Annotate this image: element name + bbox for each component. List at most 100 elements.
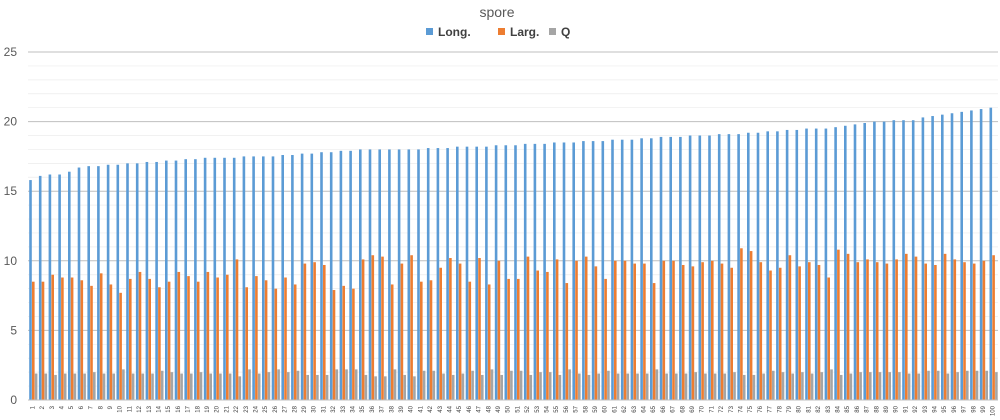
x-tick-label: 36 bbox=[370, 405, 376, 412]
bar-larg-86 bbox=[856, 262, 860, 400]
bar-long-29 bbox=[300, 153, 304, 400]
bar-larg-54 bbox=[546, 271, 549, 400]
legend-swatch bbox=[549, 28, 556, 35]
bar-q-12 bbox=[141, 373, 145, 400]
x-tick-label: 78 bbox=[777, 405, 783, 412]
bar-long-81 bbox=[805, 128, 808, 400]
bar-long-50 bbox=[504, 145, 508, 400]
bar-q-44 bbox=[451, 374, 455, 400]
bar-q-93 bbox=[927, 370, 930, 400]
x-tick-label: 93 bbox=[923, 405, 929, 412]
bar-long-5 bbox=[68, 171, 71, 400]
x-tick-label: 52 bbox=[525, 405, 531, 412]
bar-larg-2 bbox=[41, 281, 45, 400]
bar-larg-90 bbox=[895, 259, 898, 400]
bar-long-28 bbox=[291, 155, 294, 400]
bar-q-18 bbox=[199, 372, 203, 400]
bar-long-23 bbox=[242, 156, 246, 400]
bar-q-69 bbox=[694, 372, 697, 400]
bar-long-41 bbox=[417, 149, 420, 400]
bar-q-45 bbox=[461, 373, 465, 400]
x-tick-label: 46 bbox=[467, 405, 473, 412]
bar-q-17 bbox=[190, 373, 193, 400]
bar-q-3 bbox=[54, 374, 57, 400]
bar-q-55 bbox=[558, 374, 562, 400]
x-tick-label: 20 bbox=[215, 405, 221, 412]
bar-long-74 bbox=[737, 134, 740, 400]
bar-long-21 bbox=[223, 157, 226, 400]
bar-q-86 bbox=[859, 372, 862, 400]
bar-q-27 bbox=[287, 372, 290, 400]
y-tick-label: 25 bbox=[4, 45, 18, 59]
bar-larg-81 bbox=[808, 262, 811, 400]
x-tick-label: 55 bbox=[554, 405, 560, 412]
x-tick-label: 30 bbox=[312, 405, 318, 412]
bar-long-54 bbox=[543, 143, 546, 400]
x-tick-label: 40 bbox=[409, 405, 415, 412]
bar-q-26 bbox=[277, 369, 280, 400]
bar-larg-46 bbox=[468, 281, 472, 400]
bar-larg-5 bbox=[70, 277, 74, 400]
bar-larg-53 bbox=[536, 270, 539, 400]
x-tick-label: 90 bbox=[894, 405, 900, 412]
x-tick-label: 29 bbox=[302, 405, 308, 412]
bar-larg-41 bbox=[420, 281, 423, 400]
bar-long-94 bbox=[931, 116, 934, 400]
bar-larg-33 bbox=[342, 285, 345, 400]
bar-q-58 bbox=[587, 374, 591, 400]
bar-long-87 bbox=[863, 122, 866, 401]
bar-long-85 bbox=[844, 125, 847, 400]
x-tick-label: 57 bbox=[574, 405, 580, 412]
bar-long-96 bbox=[950, 113, 954, 400]
x-tick-label: 84 bbox=[836, 405, 842, 412]
bar-q-46 bbox=[471, 370, 474, 400]
bar-long-1 bbox=[29, 180, 32, 400]
bar-long-92 bbox=[911, 120, 915, 401]
bar-larg-64 bbox=[643, 263, 646, 400]
bar-larg-80 bbox=[798, 266, 801, 400]
bar-long-46 bbox=[465, 146, 469, 400]
bar-larg-61 bbox=[614, 260, 617, 400]
bar-larg-26 bbox=[274, 288, 278, 400]
bar-q-75 bbox=[752, 374, 756, 400]
x-tick-label: 32 bbox=[331, 405, 337, 412]
bar-long-25 bbox=[262, 156, 265, 400]
bar-q-37 bbox=[384, 376, 387, 400]
bar-long-99 bbox=[979, 109, 983, 400]
bar-larg-70 bbox=[701, 262, 704, 400]
bar-long-86 bbox=[853, 124, 857, 400]
bar-larg-57 bbox=[575, 260, 578, 400]
bar-larg-72 bbox=[720, 263, 724, 400]
x-tick-label: 59 bbox=[593, 405, 599, 412]
bar-long-62 bbox=[620, 139, 624, 400]
x-tick-label: 3 bbox=[50, 405, 56, 409]
bar-larg-30 bbox=[313, 262, 316, 400]
legend-swatch bbox=[426, 28, 433, 35]
x-tick-label: 74 bbox=[739, 405, 745, 412]
bar-larg-12 bbox=[138, 271, 142, 400]
x-tick-label: 9 bbox=[108, 405, 114, 409]
bar-long-7 bbox=[87, 166, 90, 400]
bar-q-56 bbox=[568, 369, 571, 400]
bar-larg-92 bbox=[914, 256, 918, 400]
bar-long-30 bbox=[310, 153, 314, 400]
bar-q-62 bbox=[626, 373, 630, 400]
x-tick-label: 83 bbox=[826, 405, 832, 412]
y-axis: 0 5 10 15 20 25 bbox=[4, 45, 18, 407]
bar-q-79 bbox=[791, 373, 794, 400]
x-tick-label: 76 bbox=[758, 405, 764, 412]
bar-q-65 bbox=[655, 369, 659, 400]
bar-larg-38 bbox=[390, 284, 394, 400]
bar-long-64 bbox=[640, 138, 643, 401]
bar-larg-65 bbox=[652, 283, 656, 400]
x-tick-label: 77 bbox=[768, 405, 774, 412]
bar-q-24 bbox=[257, 373, 261, 400]
bar-q-23 bbox=[248, 369, 251, 400]
bar-larg-1 bbox=[32, 281, 35, 400]
bar-long-34 bbox=[349, 150, 352, 400]
bar-larg-88 bbox=[875, 262, 879, 400]
bar-larg-98 bbox=[972, 263, 976, 400]
bar-larg-49 bbox=[497, 260, 501, 400]
x-tick-label: 64 bbox=[642, 405, 648, 412]
bar-larg-60 bbox=[604, 278, 607, 400]
